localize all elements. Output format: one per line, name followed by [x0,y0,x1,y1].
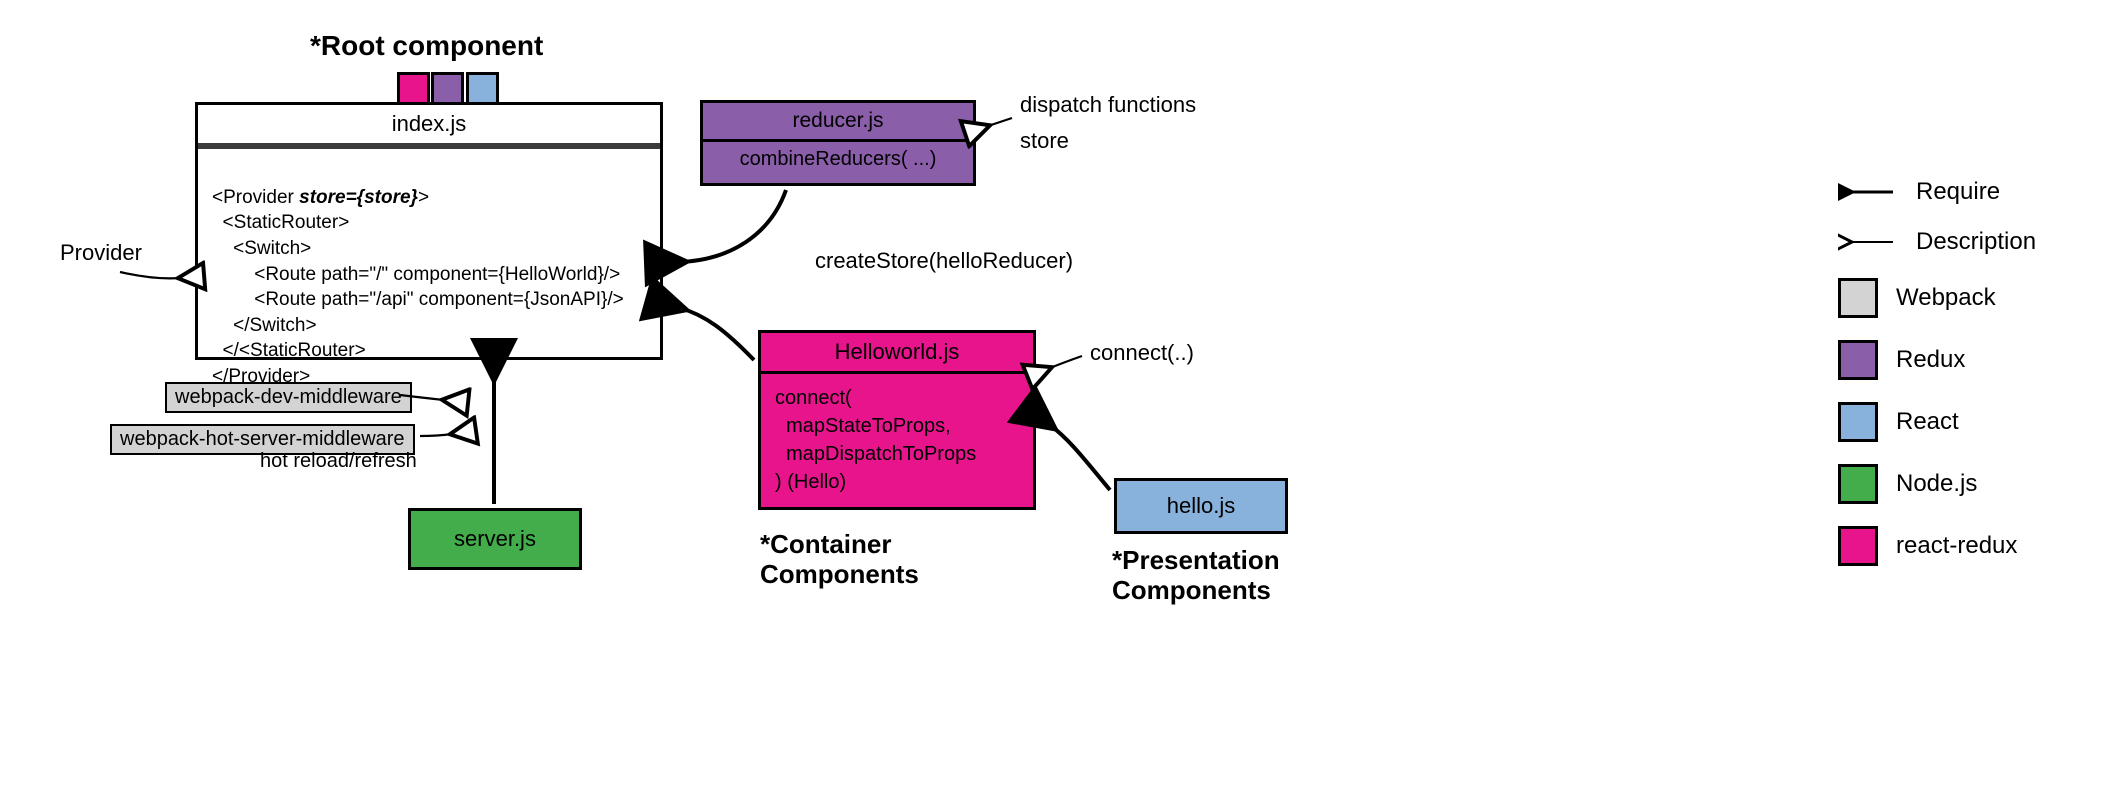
legend-node: Node.js [1838,464,2036,504]
arrow-connect-label [1050,356,1082,368]
legend-description: Description [1838,228,2036,256]
legend: Require Description Webpack Redux React … [1838,178,2036,588]
badge-redux [431,72,464,105]
server-box: server.js [408,508,582,570]
arrow-helloworld-index [680,308,754,360]
hello-box: hello.js [1114,478,1288,534]
reducer-body: combineReducers( ...) [703,142,973,177]
arrow-provider [120,272,180,278]
container-caption: *Container Components [760,530,919,590]
connect-label: connect(..) [1090,340,1194,366]
presentation-caption: *Presentation Components [1112,546,1280,606]
arrow-open-icon [1838,230,1898,254]
server-title: server.js [454,526,536,552]
store-label: store [1020,128,1069,154]
legend-webpack: Webpack [1838,278,2036,318]
hotreload-label: hot reload/refresh [260,450,417,473]
legend-redux: Redux [1838,340,2036,380]
dispatch-label: dispatch functions [1020,92,1196,118]
root-heading: *Root component [310,30,543,62]
arrow-mw-hot [420,434,452,436]
provider-label: Provider [60,240,142,266]
arrow-hello-helloworld [1050,425,1110,490]
helloworld-title: Helloworld.js [761,333,1033,371]
reducer-title: reducer.js [703,103,973,139]
legend-react: React [1838,402,2036,442]
root-title: index.js [198,105,660,143]
badge-reactredux [397,72,430,105]
legend-require: Require [1838,178,2036,206]
helloworld-box: Helloworld.js connect( mapStateToProps, … [758,330,1036,510]
root-code: <Provider store={store}> <StaticRouter> … [198,149,660,400]
badge-react [466,72,499,105]
mw-dev-box: webpack-dev-middleware [165,382,412,413]
helloworld-body: connect( mapStateToProps, mapDispatchToP… [761,374,1033,506]
root-box: index.js <Provider store={store}> <Stati… [195,102,663,360]
reducer-box: reducer.js combineReducers( ...) [700,100,976,186]
arrow-dispatch [988,118,1012,126]
legend-reactredux: react-redux [1838,526,2036,566]
arrow-reducer-index [680,190,786,262]
arrow-solid-icon [1838,180,1898,204]
hello-title: hello.js [1167,493,1235,519]
createstore-label: createStore(helloReducer) [815,248,1073,274]
